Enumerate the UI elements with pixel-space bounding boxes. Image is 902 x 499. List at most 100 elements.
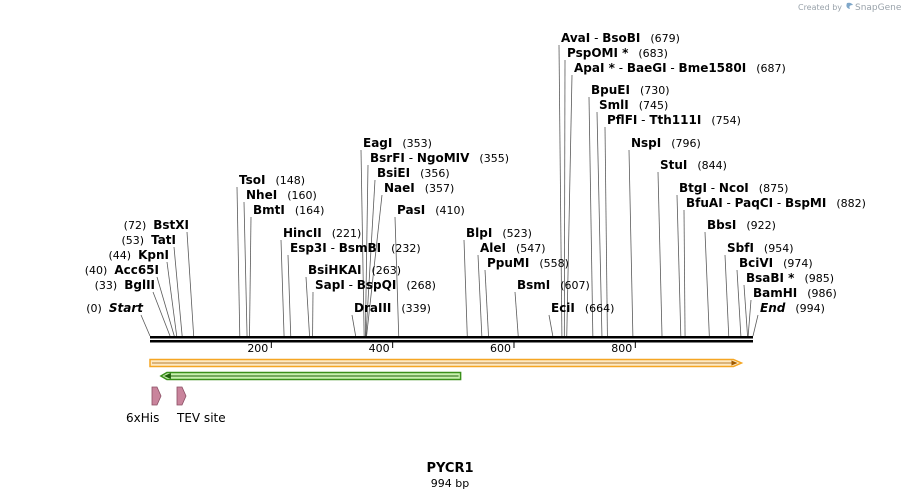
site-kpni[interactable]: (44) KpnI: [109, 248, 170, 262]
site-ppumi[interactable]: PpuMI (558): [487, 256, 569, 270]
site-tati[interactable]: (53) TatI: [121, 233, 176, 247]
cut-line-hincii: [280, 239, 285, 337]
site-label-nhei: NheI (160): [246, 188, 317, 202]
site-naei[interactable]: NaeI (357): [384, 181, 454, 195]
site-bsmi[interactable]: BsmI (607): [517, 278, 590, 292]
site-bpuei[interactable]: BpuEI (730): [591, 83, 670, 97]
site-label-bsmi: BsmI (607): [517, 278, 590, 292]
site-bsihkai[interactable]: BsiHKAI (263): [308, 263, 401, 277]
site-label-hincii: HincII (221): [283, 226, 361, 240]
backbone-top-strand: [150, 336, 753, 339]
site-end[interactable]: End (994): [760, 301, 825, 315]
site-label-btgi-ncoi: BtgI - NcoI (875): [679, 181, 788, 195]
site-esp3i-bsmbi[interactable]: Esp3I - BsmBI (232): [290, 241, 421, 255]
cut-line-bbsi: [704, 231, 710, 337]
cut-line-bstxi: [186, 231, 195, 337]
site-ecii[interactable]: EciI (664): [551, 301, 614, 315]
site-draiii[interactable]: DraIII (339): [354, 301, 431, 315]
cut-line-end: [752, 314, 759, 337]
site-bstxi[interactable]: (72) BstXI: [124, 218, 189, 232]
site-label-ecii: EciI (664): [551, 301, 614, 315]
site-label-eagi: EagI (353): [363, 136, 432, 150]
site-start[interactable]: (0) Start: [86, 301, 144, 315]
ruler-label-600: 600: [490, 342, 511, 355]
feature-tev-site[interactable]: TEV site: [176, 386, 226, 425]
site-bcivi[interactable]: BciVI (974): [739, 256, 813, 270]
cut-line-esp3i-bsmbi: [287, 254, 292, 337]
site-label-sbfi: SbfI (954): [727, 241, 794, 255]
site-smli[interactable]: SmlI (745): [599, 98, 668, 112]
cut-line-bsiei: [365, 179, 376, 337]
cut-line-bsmi: [514, 291, 519, 337]
feature-6xhis-arrow: [151, 386, 162, 406]
site-label-bsiei: BsiEI (356): [377, 166, 450, 180]
site-btgi-ncoi[interactable]: BtgI - NcoI (875): [679, 181, 788, 195]
site-stui[interactable]: StuI (844): [660, 158, 727, 172]
site-label-sapi-bspqi: SapI - BspQI (268): [315, 278, 436, 292]
cut-line-bfuai-paqci-bspmi: [683, 209, 686, 337]
site-label-bsrfi-ngomiv: BsrFI - NgoMIV (355): [370, 151, 509, 165]
site-label-pasi: PasI (410): [397, 203, 465, 217]
sequence-backbone: [150, 336, 753, 343]
site-label-ppumi: PpuMI (558): [487, 256, 569, 270]
cut-lines: [140, 44, 759, 337]
sequence-name: PYCR1: [426, 461, 473, 476]
site-apai-baegi-bme1580i[interactable]: ApaI * - BaeGI - Bme1580I (687): [574, 61, 786, 75]
site-hincii[interactable]: HincII (221): [283, 226, 361, 240]
site-avai-bsobi[interactable]: AvaI - BsoBI (679): [561, 31, 680, 45]
site-label-nspi: NspI (796): [631, 136, 701, 150]
cut-line-blpi: [463, 239, 468, 337]
site-acc65i[interactable]: (40) Acc65I: [85, 263, 159, 277]
site-nhei[interactable]: NheI (160): [246, 188, 317, 202]
site-pspomi[interactable]: PspOMI * (683): [567, 46, 668, 60]
site-bsabi[interactable]: BsaBI * (985): [746, 271, 834, 285]
site-label-end: End (994): [760, 301, 825, 315]
feature-tev-site-arrow: [176, 386, 187, 406]
site-sapi-bspqi[interactable]: SapI - BspQI (268): [315, 278, 436, 292]
site-pasi[interactable]: PasI (410): [397, 203, 465, 217]
site-pflfi-tth111i[interactable]: PflFI - Tth111I (754): [607, 113, 741, 127]
site-bfuai-paqci-bspmi[interactable]: BfuAI - PaqCI - BspMI (882): [686, 196, 866, 210]
site-label-esp3i-bsmbi: Esp3I - BsmBI (232): [290, 241, 421, 255]
cut-line-pflfi-tth111i: [604, 126, 608, 337]
cut-line-ppumi: [484, 269, 489, 337]
site-sbfi[interactable]: SbfI (954): [727, 241, 794, 255]
cut-line-pasi: [394, 216, 400, 337]
cut-line-apai-baegi-bme1580i: [566, 74, 573, 337]
feature-6xhis[interactable]: 6xHis: [126, 386, 162, 425]
site-nspi[interactable]: NspI (796): [631, 136, 701, 150]
site-label-apai-baegi-bme1580i: ApaI * - BaeGI - Bme1580I (687): [574, 61, 786, 75]
site-alei[interactable]: AleI (547): [480, 241, 546, 255]
site-blpi[interactable]: BlpI (523): [466, 226, 532, 240]
site-bmti[interactable]: BmtI (164): [253, 203, 324, 217]
site-tsoi[interactable]: TsoI (148): [239, 173, 305, 187]
site-label-stui: StuI (844): [660, 158, 727, 172]
site-bglii[interactable]: (33) BglII: [95, 278, 155, 292]
site-label-bmti: BmtI (164): [253, 203, 324, 217]
site-bamhi[interactable]: BamHI (986): [753, 286, 837, 300]
site-label-bstxi: (72) BstXI: [124, 218, 189, 232]
cut-line-ecii: [548, 314, 554, 337]
backbone-bottom-strand: [150, 340, 753, 343]
cut-line-pspomi: [563, 59, 566, 337]
feature-6xhis-label: 6xHis: [126, 411, 159, 425]
watermark-brand: SnapGene: [855, 3, 902, 13]
site-label-bfuai-paqci-bspmi: BfuAI - PaqCI - BspMI (882): [686, 196, 866, 210]
cut-line-avai-bsobi: [558, 44, 563, 337]
cut-line-bsabi: [743, 284, 748, 337]
cut-line-bmti: [249, 216, 252, 337]
site-label-start: (0) Start: [86, 301, 144, 315]
site-bsiei[interactable]: BsiEI (356): [377, 166, 450, 180]
site-bsrfi-ngomiv[interactable]: BsrFI - NgoMIV (355): [370, 151, 509, 165]
site-label-acc65i: (40) Acc65I: [85, 263, 159, 277]
site-bbsi[interactable]: BbsI (922): [707, 218, 776, 232]
cut-line-stui: [657, 171, 663, 337]
cut-line-btgi-ncoi: [676, 194, 682, 337]
site-eagi[interactable]: EagI (353): [363, 136, 432, 150]
watermark-prefix: Created by: [798, 3, 842, 12]
site-label-pspomi: PspOMI * (683): [567, 46, 668, 60]
cut-line-tati: [173, 246, 183, 337]
cut-line-bsrfi-ngomiv: [364, 164, 369, 337]
site-label-bglii: (33) BglII: [95, 278, 155, 292]
cut-line-kpni: [166, 261, 178, 337]
